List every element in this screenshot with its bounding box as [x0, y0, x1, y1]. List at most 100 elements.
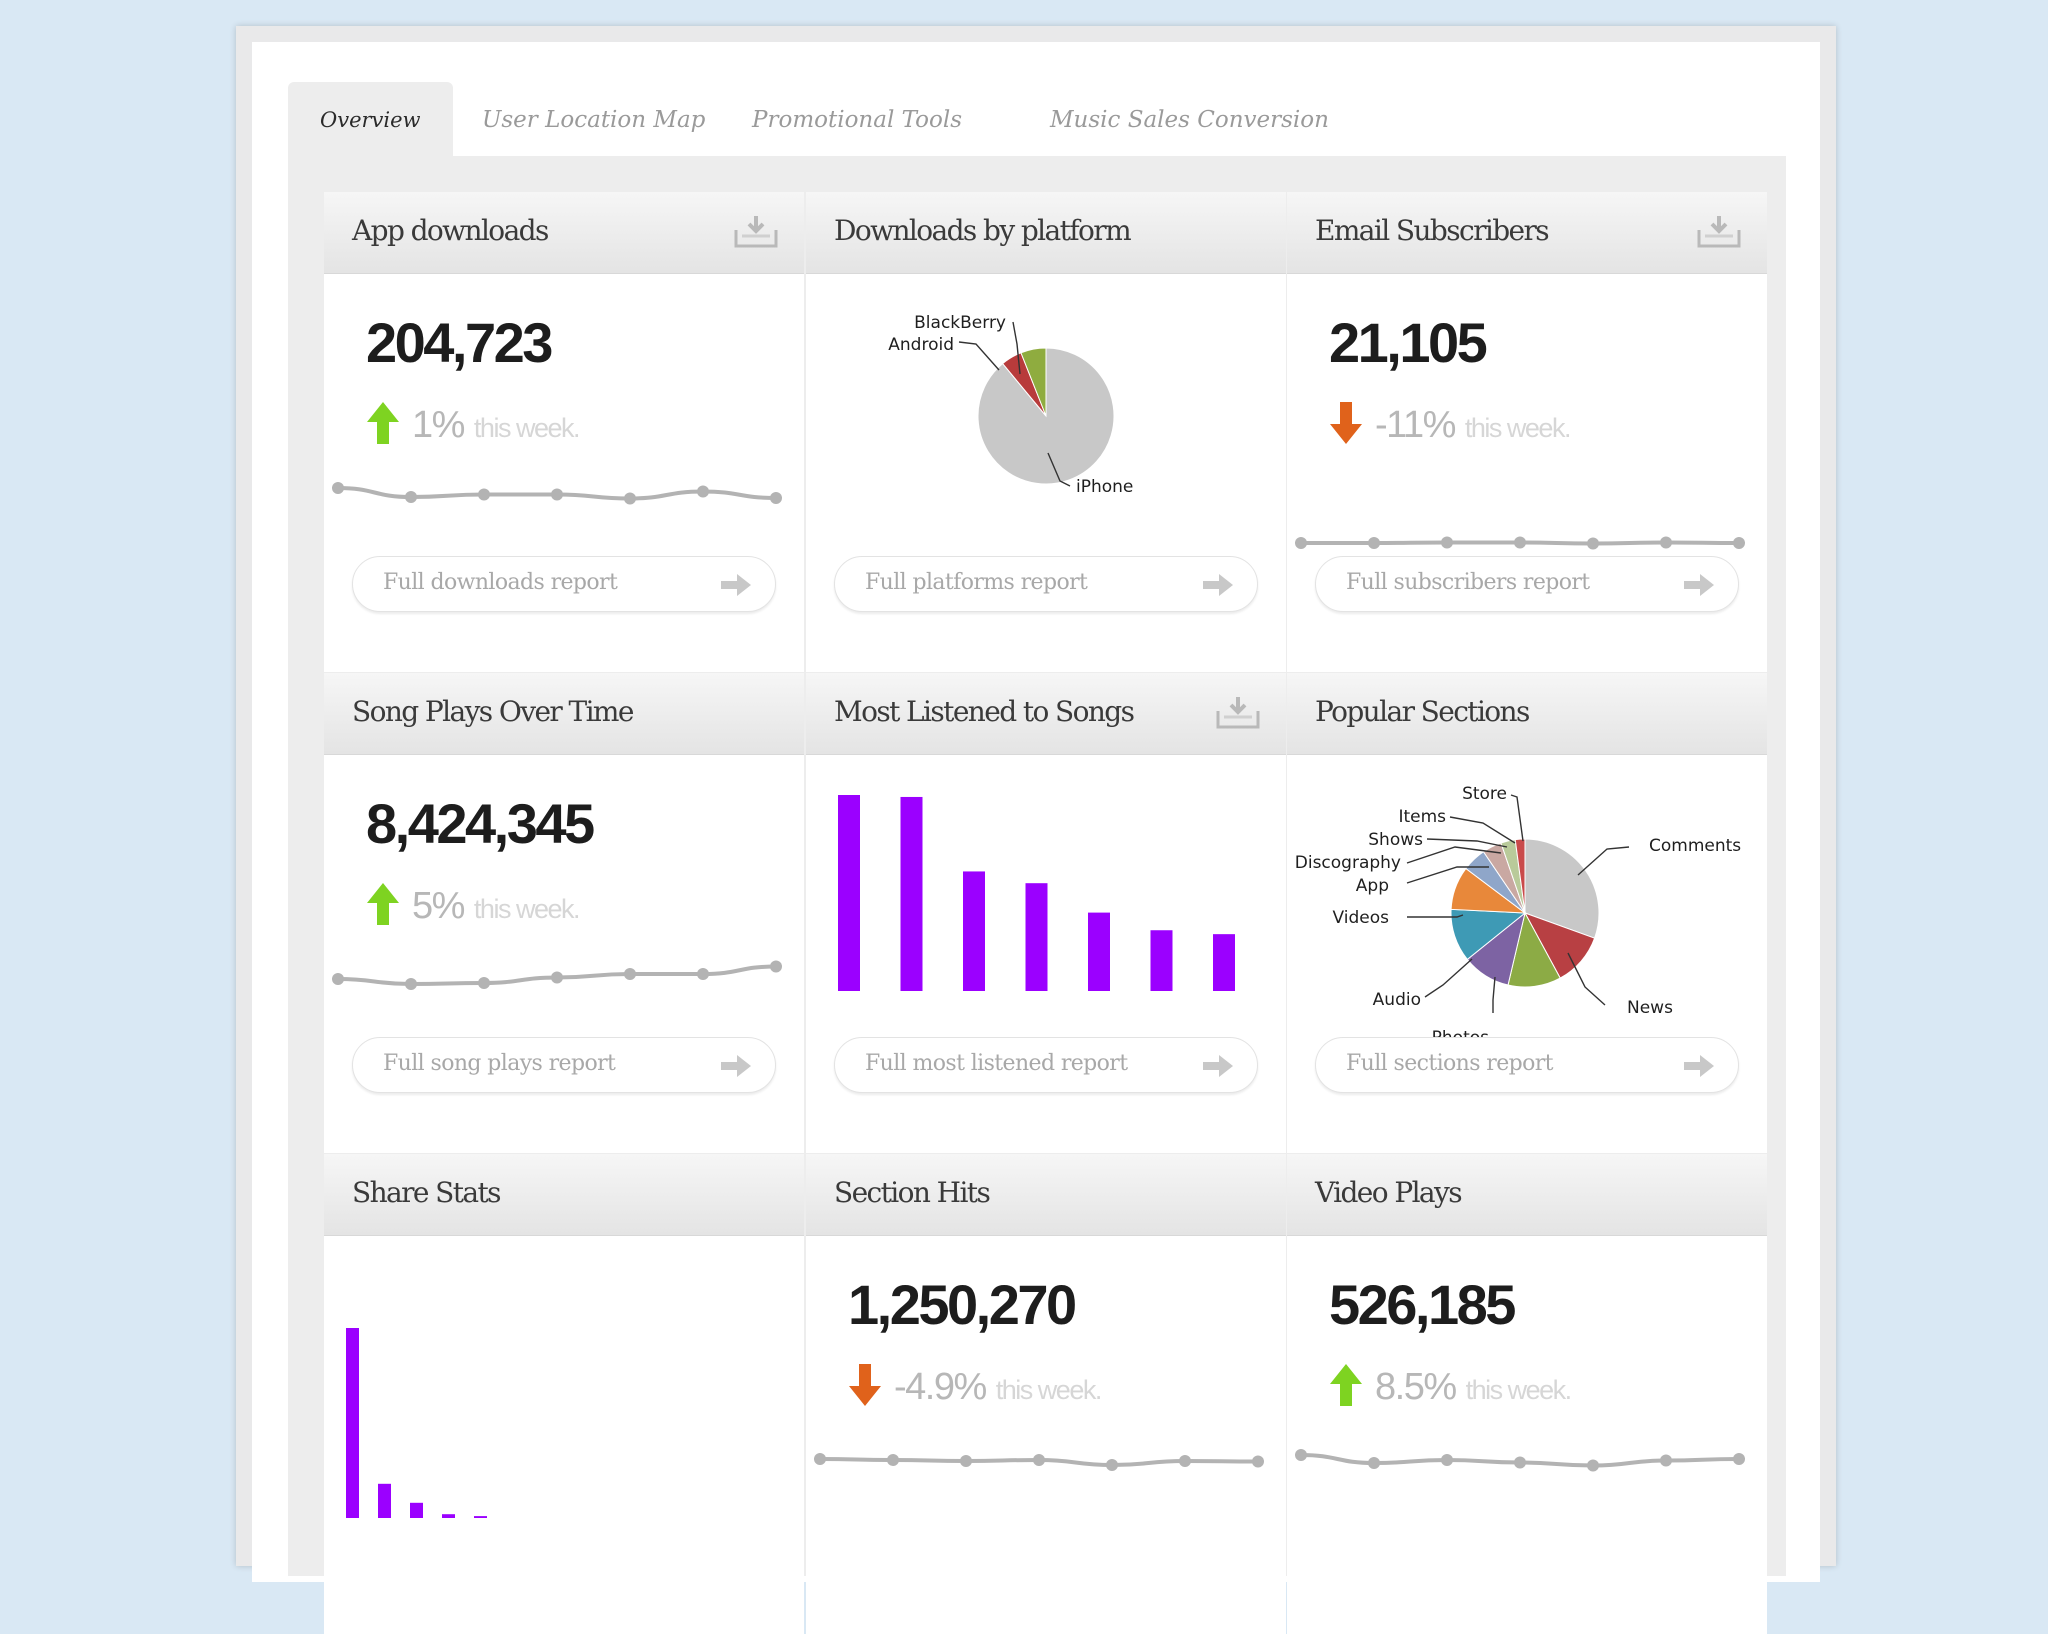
full-subscribers-report-button[interactable]: Full subscribers report	[1315, 556, 1739, 612]
bar-3	[963, 871, 985, 991]
report-label: Full song plays report	[383, 1051, 616, 1076]
sparkline-point-2	[1441, 536, 1453, 549]
bar-1	[346, 1328, 359, 1518]
panel-title: App downloads	[352, 214, 549, 247]
full-song-plays-report-button[interactable]: Full song plays report	[352, 1037, 776, 1093]
sparkline-point-5	[1660, 536, 1672, 549]
sparkline-point-2	[960, 1455, 972, 1467]
download-icon[interactable]	[1216, 697, 1260, 729]
bar-2	[900, 796, 923, 991]
kpi-change: 8.5%	[1375, 1366, 1457, 1408]
sparkline-point-5	[1179, 1455, 1191, 1467]
report-label: Full downloads report	[383, 570, 618, 595]
panel-share-stats: Share Stats	[324, 1154, 804, 1634]
sparkline-point-4	[624, 968, 636, 980]
sparkline-point-1	[405, 978, 417, 990]
panel-title: Most Listened to Songs	[834, 695, 1135, 728]
sparkline-point-5	[1660, 1454, 1672, 1467]
kpi-change-suffix: this week.	[473, 413, 581, 443]
sparkline-point-3	[1514, 536, 1526, 549]
bar-4	[1025, 883, 1048, 991]
sparkline-point-3	[1033, 1454, 1045, 1466]
arrow-right-icon	[721, 1055, 751, 1077]
pie-label-videos: Videos	[1333, 908, 1390, 928]
bar-7	[1213, 934, 1235, 991]
bar-4	[442, 1514, 455, 1518]
panel-header: Email Subscribers	[1287, 192, 1767, 274]
pie-label-items: Items	[1398, 807, 1446, 827]
tab-promotional-tools[interactable]: Promotional Tools	[752, 107, 963, 133]
panel-header: Popular Sections	[1287, 673, 1767, 755]
full-platforms-report-button[interactable]: Full platforms report	[834, 556, 1258, 612]
sparkline-point-2	[478, 488, 490, 501]
platform-pie-chart: BlackBerry Android iPhone	[888, 313, 1133, 497]
kpi-value: 526,185	[1329, 1273, 1516, 1336]
report-label: Full platforms report	[865, 570, 1088, 595]
panel-header: Video Plays	[1287, 1154, 1767, 1236]
panel-song-plays: Song Plays Over Time 8,424,345 5% this we…	[324, 673, 804, 1153]
kpi-value: 1,250,270	[848, 1273, 1077, 1336]
tab-overview[interactable]: Overview	[288, 82, 453, 156]
sparkline-point-3	[551, 971, 563, 984]
kpi-change-suffix: this week.	[473, 894, 581, 924]
arrow-up-icon	[1330, 1364, 1362, 1406]
kpi-change: 1%	[412, 404, 465, 446]
panel-title: Section Hits	[834, 1176, 991, 1209]
sparkline-point-4	[1587, 537, 1599, 550]
sparkline-point-1	[1368, 1457, 1380, 1469]
sparkline-point-0	[814, 1453, 826, 1465]
pie-leader-lines	[1406, 794, 1630, 1013]
panel-title: Downloads by platform	[834, 214, 1132, 247]
sparkline-point-0	[1295, 537, 1307, 549]
sparkline-point-6	[770, 492, 782, 504]
tab-user-location-map[interactable]: User Location Map	[482, 107, 706, 133]
kpi-change: -11%	[1375, 404, 1456, 446]
full-sections-report-button[interactable]: Full sections report	[1315, 1037, 1739, 1093]
kpi-change-suffix: this week.	[1465, 1375, 1573, 1405]
pie-label-shows: Shows	[1368, 830, 1423, 850]
sparkline-point-2	[478, 977, 490, 989]
sparkline-point-0	[332, 973, 344, 985]
pie-label-blackberry: BlackBerry	[914, 313, 1006, 333]
arrow-down-icon	[1330, 402, 1362, 444]
sparkline-point-3	[1514, 1456, 1526, 1469]
panel-header: Downloads by platform	[806, 192, 1286, 274]
panel-popular-sections: Popular Sections	[1287, 673, 1767, 1153]
panel-header: Song Plays Over Time	[324, 673, 804, 755]
sparkline-point-4	[1106, 1459, 1118, 1471]
sparkline	[1295, 536, 1745, 550]
pie-slice-iphone	[977, 347, 1115, 485]
pie-slice-comments	[1524, 838, 1600, 939]
full-most-listened-report-button[interactable]: Full most listened report	[834, 1037, 1258, 1093]
sparkline-point-4	[1587, 1459, 1599, 1472]
bar-5	[1088, 912, 1110, 991]
share-stats-bar-chart	[346, 1328, 487, 1518]
tab-music-sales-conversion[interactable]: Music Sales Conversion	[1050, 107, 1329, 133]
download-icon[interactable]	[734, 216, 778, 248]
sparkline-point-6	[1733, 1453, 1745, 1465]
panel-header: Section Hits	[806, 1154, 1286, 1236]
pie-label-comments: Comments	[1649, 836, 1741, 856]
bar-3	[410, 1502, 423, 1518]
panel-title: Video Plays	[1315, 1176, 1463, 1209]
dashboard-card: Overview User Location Map Promotional T…	[252, 42, 1820, 1634]
pie-label-discography: Discography	[1295, 853, 1401, 873]
full-downloads-report-button[interactable]: Full downloads report	[352, 556, 776, 612]
pie-slice-store	[1514, 838, 1526, 914]
pie-label-store: Store	[1462, 784, 1507, 804]
panel-email-subscribers: Email Subscribers 21,105 -11% this week. …	[1287, 192, 1767, 672]
panel-section-hits: Section Hits 1,250,270 -4.9% this week.	[806, 1154, 1286, 1634]
arrow-up-icon	[367, 883, 399, 925]
arrow-up-icon	[367, 402, 399, 444]
download-icon[interactable]	[1697, 216, 1741, 248]
panel-title: Popular Sections	[1315, 695, 1530, 728]
sections-pie-chart: Store Items Shows Discography App Videos…	[1295, 784, 1742, 1045]
panel-header: Share Stats	[324, 1154, 804, 1236]
sparkline-point-6	[1733, 537, 1745, 549]
pie-label-news: News	[1627, 998, 1673, 1018]
sparkline	[814, 1453, 1264, 1471]
panel-downloads-by-platform: Downloads by platform BlackBerry Android…	[806, 192, 1286, 672]
arrow-down-icon	[849, 1364, 881, 1406]
sparkline-point-1	[1368, 537, 1380, 549]
app-frame: Overview User Location Map Promotional T…	[236, 26, 1836, 1634]
